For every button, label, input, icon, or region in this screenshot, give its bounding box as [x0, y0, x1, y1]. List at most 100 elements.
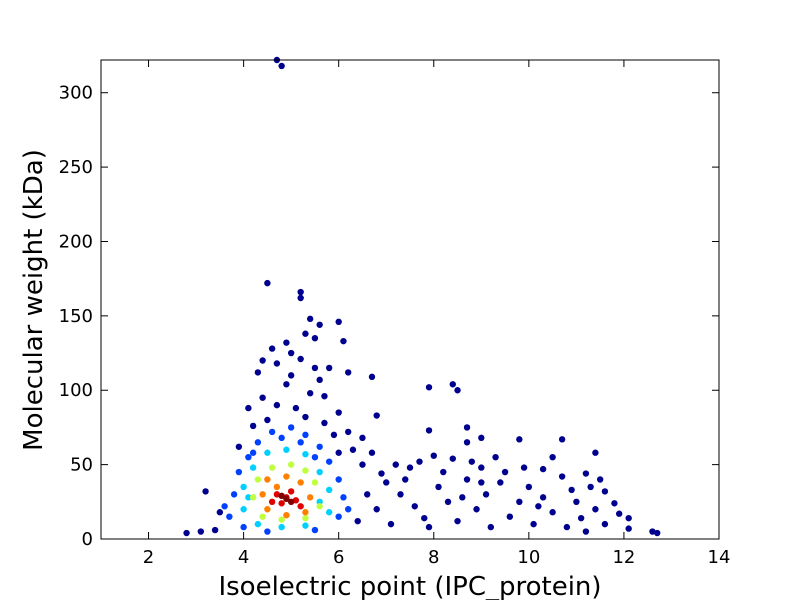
data-point: [345, 506, 352, 513]
data-point: [278, 523, 285, 531]
data-point: [221, 503, 228, 510]
data-point: [183, 529, 190, 537]
data-point: [549, 453, 556, 461]
data-point: [454, 517, 461, 525]
data-point: [425, 427, 433, 434]
data-point: [311, 364, 319, 372]
data-point: [273, 483, 281, 491]
data-point: [535, 503, 542, 510]
data-point: [473, 506, 480, 513]
data-point: [335, 409, 342, 416]
data-point: [592, 506, 599, 513]
data-point: [254, 476, 262, 483]
data-point: [278, 62, 285, 70]
data-point: [302, 522, 309, 529]
data-point: [463, 476, 471, 483]
data-point: [530, 520, 537, 528]
data-point: [520, 464, 528, 471]
data-point: [283, 381, 290, 388]
data-point: [325, 486, 333, 494]
data-point: [478, 479, 485, 486]
x-tick-label: 8: [428, 547, 439, 568]
y-tick-label: 250: [59, 157, 93, 178]
data-point: [340, 337, 347, 345]
data-point: [268, 345, 276, 352]
data-point: [249, 464, 257, 471]
x-tick-label: 12: [612, 547, 635, 568]
data-point: [273, 401, 281, 409]
data-point: [525, 483, 533, 491]
data-point: [211, 526, 219, 534]
data-point: [311, 453, 319, 461]
data-point: [316, 498, 323, 506]
data-point: [302, 451, 309, 458]
data-point: [316, 503, 323, 510]
data-point: [311, 334, 319, 342]
data-point: [325, 364, 333, 372]
data-point: [283, 446, 290, 453]
data-point: [240, 506, 247, 513]
data-point: [264, 279, 271, 287]
data-point: [615, 510, 623, 517]
data-point: [373, 412, 380, 419]
data-point: [625, 525, 632, 532]
data-point: [359, 461, 366, 468]
y-tick-label: 300: [59, 83, 93, 104]
data-point: [302, 431, 309, 439]
data-point: [254, 439, 262, 446]
data-point: [425, 384, 433, 391]
data-point: [306, 494, 314, 501]
data-point: [268, 498, 276, 506]
data-point: [283, 511, 290, 519]
data-point: [264, 449, 271, 456]
data-point: [273, 360, 281, 367]
data-point: [440, 468, 447, 476]
data-point: [411, 503, 418, 510]
data-point: [430, 452, 437, 459]
data-point: [245, 453, 252, 461]
data-point: [202, 488, 209, 495]
data-point: [573, 498, 580, 506]
data-point: [311, 526, 319, 534]
data-point: [292, 404, 300, 412]
data-point: [335, 318, 342, 326]
data-point: [297, 479, 304, 486]
x-tick-label: 2: [143, 547, 154, 568]
data-point: [197, 528, 205, 535]
data-point: [325, 458, 333, 465]
data-point: [297, 439, 304, 446]
data-point: [278, 492, 285, 500]
data-point: [249, 494, 257, 501]
data-point: [278, 516, 285, 523]
data-point: [254, 369, 262, 376]
data-point: [302, 514, 309, 522]
data-point: [468, 458, 475, 465]
data-point: [601, 520, 609, 528]
data-point: [254, 520, 262, 528]
data-point: [558, 436, 566, 443]
data-point: [335, 449, 342, 456]
data-point: [558, 473, 566, 480]
data-point: [216, 509, 224, 516]
data-point: [335, 476, 342, 483]
data-point: [264, 416, 271, 424]
data-point: [268, 464, 276, 471]
data-point: [226, 513, 233, 520]
data-point: [259, 491, 266, 498]
data-point: [297, 503, 304, 510]
data-point: [345, 428, 352, 436]
data-point: [435, 483, 442, 491]
data-point: [283, 495, 290, 503]
data-point: [249, 449, 257, 456]
data-point: [563, 523, 571, 531]
data-point: [349, 446, 357, 453]
data-point: [306, 315, 314, 323]
data-point: [425, 523, 433, 531]
data-point: [611, 500, 618, 507]
data-point: [259, 357, 266, 364]
data-point: [330, 431, 338, 439]
data-point: [259, 513, 266, 520]
data-point: [287, 372, 295, 379]
data-point: [539, 494, 547, 501]
